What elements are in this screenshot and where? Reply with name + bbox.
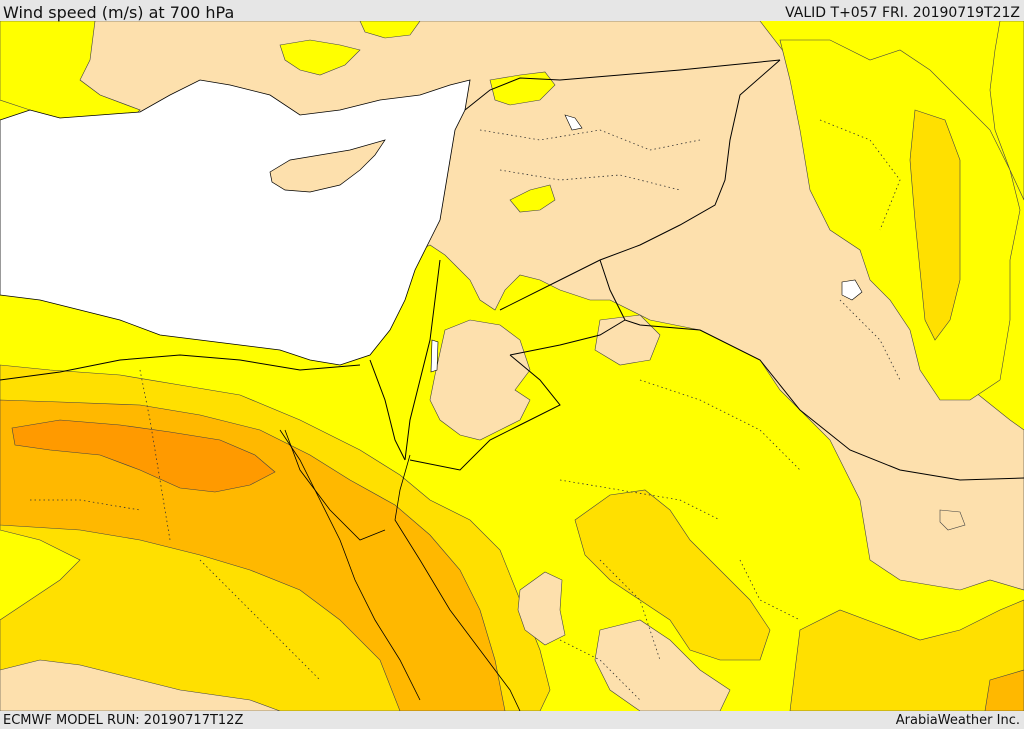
border-jordan-east [599,259,626,321]
border-egypt-israel [369,359,406,461]
calm-patch-saudi [517,571,566,646]
lake-tharthar [841,279,863,301]
internal-boundaries [30,119,901,701]
border-turkey-syria [464,59,781,111]
calm-patch-east [939,509,966,531]
border-jordan-saudi [509,319,1024,481]
cyprus-island [269,139,386,193]
light-wind-east-edge [989,21,1024,201]
border-egypt-north [0,354,361,381]
calm-area-jordan [429,319,531,441]
strong-wind-core [11,419,276,493]
gulf-of-suez [284,429,386,541]
fresh-wind-egypt [0,399,506,711]
light-wind-patch-turkey [279,39,361,76]
light-wind-patch-ne [359,21,421,39]
fresh-wind-southeast [984,669,1024,711]
map-title: Wind speed (m/s) at 700 hPa [3,3,235,22]
wind-speed-map [0,21,1024,711]
calm-area-east-jordan [594,314,661,366]
light-wind-patch-syria [509,184,556,213]
calm-patch-sw [0,659,281,711]
lake-assad [564,114,583,131]
light-wind-iraq [779,39,1021,401]
header-bar: Wind speed (m/s) at 700 hPa VALID T+057 … [0,0,1024,22]
red-sea-coast-east [394,454,521,711]
moderate-wind-saudi [574,489,771,661]
moderate-wind-iraq [909,109,961,341]
border-syria-iraq [499,59,781,311]
calm-patch-south [594,619,731,711]
credit-label: ArabiaWeather Inc. [895,713,1020,728]
footer-bar [0,711,1024,729]
border-israel-jordan [404,259,441,461]
valid-time: VALID T+057 FRI. 20190719T21Z [785,5,1020,21]
moderate-wind-southeast [789,599,1024,711]
dead-sea [430,339,439,373]
light-wind-patch-north [489,71,556,106]
model-run-label: ECMWF MODEL RUN: 20190717T12Z [3,713,244,728]
red-sea-coast-west [279,429,421,701]
border-jordan-south [409,354,561,471]
